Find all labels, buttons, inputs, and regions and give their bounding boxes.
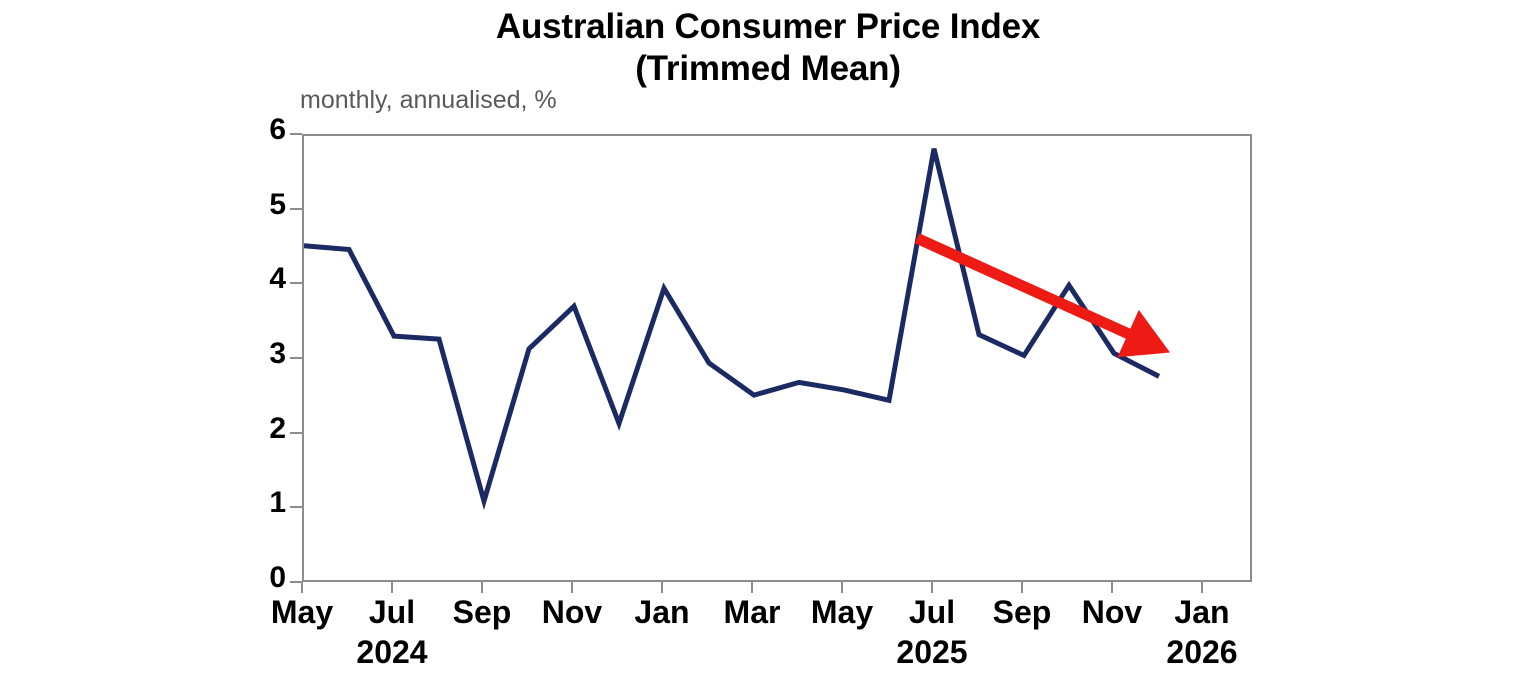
y-tick-label: 4 xyxy=(269,262,286,296)
x-tick-mark xyxy=(301,582,303,593)
annotation-layer xyxy=(914,233,1170,358)
x-tick-label-month: May xyxy=(270,594,334,630)
x-tick-label-month: Sep xyxy=(992,594,1052,630)
x-tick-mark xyxy=(1201,582,1203,593)
x-tick-mark xyxy=(1021,582,1023,593)
x-tick-mark xyxy=(391,582,393,593)
y-tick-mark xyxy=(290,282,302,285)
x-tick-mark xyxy=(751,582,753,593)
x-tick-mark xyxy=(931,582,933,593)
x-tick-mark xyxy=(481,582,483,593)
y-tick-label: 5 xyxy=(269,187,286,221)
x-tick-label-month: Jan xyxy=(1174,594,1230,630)
chart-axis-note: monthly, annualised, % xyxy=(300,86,557,114)
x-tick-label-month: Nov xyxy=(1081,594,1143,630)
y-tick-label: 6 xyxy=(269,113,286,146)
x-tick-label-year: 2026 xyxy=(1166,634,1238,670)
x-tick-mark xyxy=(841,582,843,593)
x-tick-label-month: Sep xyxy=(452,594,512,630)
x-tick-label-year: 2024 xyxy=(356,634,428,670)
x-tick-label-month: Nov xyxy=(541,594,603,630)
y-tick-label: 2 xyxy=(269,411,286,445)
x-tick-label-month: Jan xyxy=(634,594,690,630)
y-tick-mark xyxy=(290,581,302,583)
chart-title-block: Australian Consumer Price Index (Trimmed… xyxy=(0,6,1536,90)
x-tick-label-month: Jul xyxy=(368,594,416,630)
x-tick-label-year: 2025 xyxy=(896,634,968,670)
series-canvas xyxy=(303,148,1170,511)
y-tick-label: 3 xyxy=(269,337,286,370)
x-tick-label-month: Mar xyxy=(723,594,781,630)
x-tick-mark xyxy=(661,582,663,593)
y-tick-mark xyxy=(290,431,302,434)
plot-area xyxy=(302,134,1252,582)
y-tick-mark xyxy=(290,357,302,359)
y-tick-mark xyxy=(290,207,302,210)
downtrend-arrow-head xyxy=(1117,309,1170,358)
x-tick-mark xyxy=(1111,582,1113,593)
line-series-trimmed-mean xyxy=(303,148,1161,511)
downtrend-arrow-shaft xyxy=(914,233,1136,342)
y-tick-label: 0 xyxy=(269,561,286,594)
x-tick-label-month: Jul xyxy=(908,594,956,630)
x-tick-label-month: May xyxy=(810,594,874,630)
chart-subtitle: (Trimmed Mean) xyxy=(635,49,901,88)
y-tick-mark xyxy=(290,506,302,509)
page-title: Australian Consumer Price Index xyxy=(495,7,1041,46)
y-tick-mark xyxy=(290,133,302,135)
y-tick-label: 1 xyxy=(269,486,286,520)
x-tick-mark xyxy=(571,582,573,593)
